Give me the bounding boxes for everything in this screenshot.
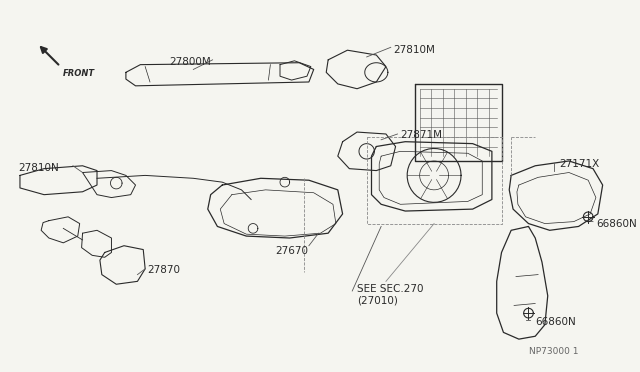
- Text: 66860N: 66860N: [535, 317, 576, 327]
- Text: 27171X: 27171X: [559, 159, 600, 169]
- Text: 27810M: 27810M: [394, 45, 436, 55]
- Text: 27870: 27870: [147, 265, 180, 275]
- Text: 27800M: 27800M: [169, 57, 211, 67]
- Text: NP73000 1: NP73000 1: [529, 346, 579, 356]
- Text: 27810N: 27810N: [18, 163, 59, 173]
- Text: 27670: 27670: [275, 246, 308, 256]
- Text: 27871M: 27871M: [401, 130, 442, 140]
- Text: SEE SEC.270
(27010): SEE SEC.270 (27010): [357, 284, 424, 306]
- Text: 66860N: 66860N: [596, 219, 637, 229]
- Text: FRONT: FRONT: [63, 69, 95, 78]
